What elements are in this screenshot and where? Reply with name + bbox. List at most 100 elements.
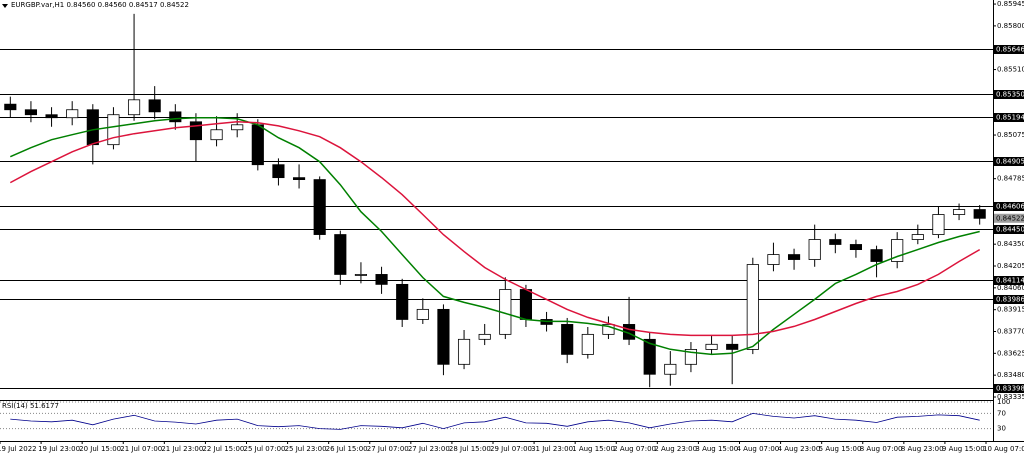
- level-label-box: [994, 90, 1024, 99]
- candle-body: [911, 234, 924, 240]
- candle-body: [416, 308, 429, 320]
- candle-body: [334, 234, 347, 275]
- moving-average-line: [9, 121, 981, 337]
- level-label-box: [994, 276, 1024, 285]
- x-tick-label: 25 Jul 07:00: [244, 445, 286, 453]
- menu-arrow: [2, 4, 8, 8]
- level-label-box: [994, 225, 1024, 234]
- candle-body: [396, 283, 409, 320]
- y-tick-label: 0.84350: [997, 240, 1024, 248]
- level-label-box: [994, 202, 1024, 211]
- candle-body: [127, 99, 141, 116]
- x-tick-label: 27 Jul 23:00: [408, 445, 450, 453]
- moving-average-line: [9, 116, 980, 356]
- chart-title: EURGBP.var,H1 0.84560 0.84560 0.84517 0.…: [11, 1, 189, 9]
- candle-body: [24, 109, 38, 116]
- level-label: 0.83398: [996, 385, 1024, 393]
- level-label: 0.85194: [996, 114, 1024, 122]
- candle-body: [437, 308, 450, 365]
- candle-body: [891, 239, 904, 262]
- candle-body: [684, 349, 698, 365]
- candle-body: [643, 338, 656, 375]
- candle-body: [932, 214, 945, 235]
- y-tick-label: 0.84060: [997, 284, 1024, 292]
- level-label: 0.84905: [996, 158, 1024, 166]
- candle-body: [272, 164, 285, 179]
- x-tick-label: 4 Aug 07:00: [737, 445, 780, 453]
- x-tick-label: 9 Aug 15:00: [942, 445, 985, 453]
- level-label-box: [994, 45, 1024, 54]
- candle-body: [787, 254, 801, 260]
- rsi-tick-label: 70: [997, 409, 1006, 417]
- y-tick-label: 0.85945: [997, 0, 1024, 8]
- candle-body: [354, 274, 368, 276]
- candle-body: [478, 333, 491, 340]
- y-tick-label: 0.83625: [997, 349, 1024, 357]
- candle-body: [561, 324, 574, 355]
- candle-body: [829, 239, 842, 245]
- x-tick-label: 8 Aug 07:00: [860, 445, 903, 453]
- candle-body: [457, 338, 471, 365]
- x-tick-label: 19 Jul 2022: [0, 445, 37, 453]
- candle-body: [602, 324, 615, 335]
- candle-body: [4, 103, 17, 111]
- candle-body: [251, 124, 264, 166]
- x-tick-label: 25 Jul 23:00: [285, 445, 327, 453]
- y-tick-label: 0.83770: [997, 328, 1024, 336]
- x-tick-label: 2 Aug 23:00: [654, 445, 697, 453]
- candle-body: [231, 124, 244, 131]
- candle-body: [973, 209, 986, 219]
- y-tick-label: 0.83480: [997, 371, 1024, 379]
- x-tick-label: 21 Jul 23:00: [161, 445, 203, 453]
- rsi-tick-label: 30: [997, 425, 1006, 433]
- candle-body: [952, 209, 966, 215]
- x-tick-label: 28 Jul 15:00: [449, 445, 491, 453]
- candle-body: [210, 129, 223, 141]
- level-label: 0.85646: [996, 46, 1024, 54]
- y-tick-label: 0.84785: [997, 175, 1024, 183]
- candle-body: [849, 244, 863, 251]
- x-tick-label: 22 Jul 15:00: [202, 445, 244, 453]
- candle-body: [519, 289, 533, 320]
- y-tick-label: 0.85075: [997, 131, 1024, 139]
- level-label: 0.83986: [996, 296, 1024, 304]
- candle-body: [107, 114, 120, 146]
- candle-body: [189, 121, 203, 141]
- level-label: 0.85350: [996, 91, 1024, 99]
- x-tick-label: 8 Aug 23:00: [901, 445, 944, 453]
- x-tick-label: 5 Aug 15:00: [819, 445, 862, 453]
- level-label-box: [994, 384, 1024, 393]
- candle-body: [746, 264, 759, 350]
- x-tick-label: 19 Jul 23:00: [38, 445, 80, 453]
- candle-body: [581, 333, 594, 355]
- level-label: 0.84606: [996, 203, 1024, 211]
- x-tick-label: 10 Aug 07:00: [983, 445, 1024, 453]
- candle-body: [313, 179, 326, 235]
- y-tick-label: 0.84205: [997, 262, 1024, 270]
- x-tick-label: 3 Aug 15:00: [695, 445, 738, 453]
- rsi-line: [10, 412, 980, 430]
- rsi-title: RSI(14) 51.6177: [2, 402, 59, 410]
- candle-body: [726, 343, 739, 350]
- candle-body: [767, 254, 780, 265]
- level-label-box: [994, 157, 1024, 166]
- level-label: 0.84114: [996, 277, 1024, 285]
- level-label: 0.84450: [996, 226, 1024, 234]
- candle-body: [66, 109, 79, 119]
- current-price-box: [994, 213, 1024, 223]
- candle-body: [375, 274, 388, 285]
- rsi-tick-label: 100: [997, 398, 1010, 406]
- level-label-box: [994, 113, 1024, 122]
- x-tick-label: 31 Jul 23:00: [531, 445, 573, 453]
- level-label-box: [994, 295, 1024, 304]
- y-tick-label: 0.83335: [997, 393, 1024, 401]
- candle-body: [870, 249, 883, 262]
- candle-body: [169, 111, 182, 123]
- x-tick-label: 27 Jul 07:00: [367, 445, 409, 453]
- y-tick-label: 0.83915: [997, 306, 1024, 314]
- y-tick-label: 0.85800: [997, 22, 1024, 30]
- candle-body: [664, 363, 677, 375]
- candle-body: [148, 99, 161, 113]
- x-tick-label: 21 Jul 07:00: [120, 445, 162, 453]
